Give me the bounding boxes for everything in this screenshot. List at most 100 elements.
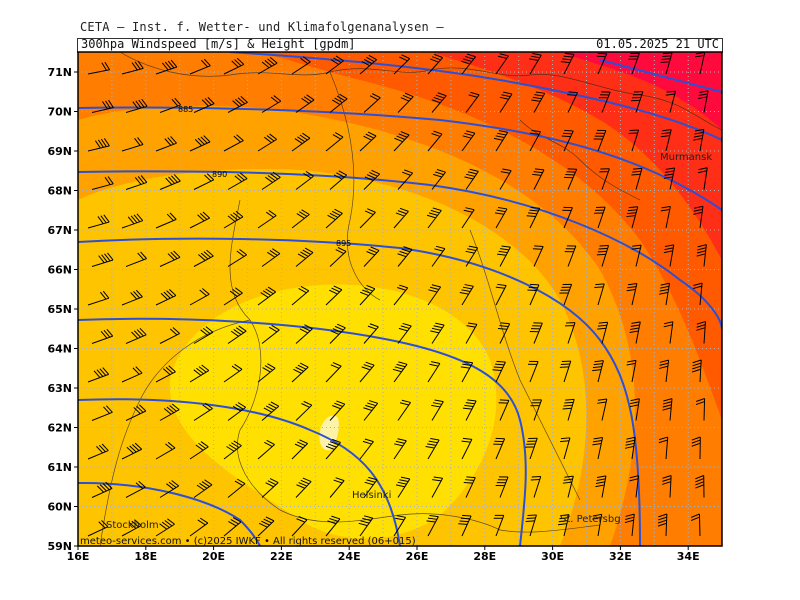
wind-barb-feather — [659, 288, 669, 292]
wind-barb-feather — [164, 520, 173, 527]
wind-barb-staff — [363, 479, 378, 498]
wind-barb-staff — [223, 368, 243, 383]
wind-barb-staff — [427, 210, 442, 229]
wind-barb-feather — [169, 405, 177, 412]
wind-barb-staff — [465, 400, 477, 421]
wind-barb-feather — [564, 475, 574, 478]
wind-barb-staff — [159, 333, 180, 344]
wind-barb-feather — [431, 133, 441, 137]
wind-barb-feather — [270, 401, 279, 407]
wind-barb-feather — [236, 250, 245, 257]
wind-barb-feather — [205, 326, 214, 333]
wind-barb-feather — [334, 402, 343, 407]
wind-barb-feather — [105, 100, 111, 109]
wind-barb — [125, 98, 148, 113]
wind-barb-feather — [662, 478, 672, 482]
wind-barb-staff — [189, 446, 209, 460]
wind-barb-feather — [626, 215, 636, 218]
wind-barb-staff — [699, 129, 705, 152]
wind-barb-feather — [690, 513, 700, 518]
wind-barb-feather — [232, 517, 242, 523]
wind-barb-staff — [257, 520, 275, 537]
wind-barb-feather — [271, 324, 280, 331]
wind-barb-feather — [495, 286, 505, 289]
wind-barb-feather — [492, 369, 502, 371]
wind-barb — [189, 135, 211, 152]
wind-barb-feather — [563, 478, 573, 481]
wind-barb-feather — [595, 481, 605, 485]
wind-barb-feather — [137, 176, 145, 184]
wind-barb-feather — [104, 61, 111, 71]
lat-tick-label: 70N — [47, 106, 72, 119]
wind-barb-staff — [91, 411, 113, 421]
wind-barb-feather — [268, 210, 277, 217]
wind-barb-feather — [232, 100, 240, 107]
wind-barb-feather — [360, 520, 370, 524]
wind-barb-staff — [698, 513, 701, 537]
wind-barb-feather — [433, 476, 443, 479]
wind-barb-staff — [529, 361, 539, 383]
wind-barb-feather — [658, 439, 668, 444]
wind-barb-feather — [428, 212, 438, 216]
wind-barb-feather — [532, 53, 542, 56]
wind-barb-feather — [664, 321, 674, 325]
height-contours — [78, 52, 722, 546]
wind-barb — [291, 362, 309, 383]
wind-barb-feather — [96, 446, 103, 454]
wind-barb — [431, 169, 446, 190]
wind-barb-feather — [338, 170, 347, 176]
speed-band-dark-orange — [78, 52, 722, 546]
wind-barb — [91, 252, 114, 267]
wind-barb-feather — [529, 58, 539, 61]
wind-barb-feather — [693, 211, 703, 215]
wind-barb-feather — [239, 172, 248, 179]
wind-barb-staff — [227, 483, 246, 498]
wind-barb-staff — [533, 93, 546, 113]
wind-barb-feather — [301, 97, 310, 104]
wind-barb-feather — [237, 478, 246, 485]
wind-barb-staff — [121, 67, 144, 75]
wind-barb-staff — [189, 217, 210, 229]
wind-barb-feather — [329, 441, 339, 446]
wind-barb-feather — [331, 515, 341, 520]
wind-barb-feather — [132, 367, 140, 375]
wind-barb-feather — [366, 174, 376, 179]
wind-barb-feather — [230, 330, 239, 337]
wind-barb — [87, 61, 111, 75]
wind-barb-feather — [364, 287, 373, 292]
wind-barb — [91, 99, 114, 113]
wind-barb-feather — [401, 248, 411, 253]
wind-barb-feather — [296, 484, 305, 489]
wind-barb-feather — [691, 442, 701, 447]
wind-barb — [660, 52, 673, 75]
wind-barb-feather — [368, 400, 378, 404]
wind-barb-feather — [173, 174, 181, 182]
wind-barb — [427, 130, 443, 152]
wind-barb-staff — [427, 363, 441, 383]
wind-barb-feather — [395, 484, 405, 488]
wind-barb-feather — [135, 289, 143, 298]
wind-barb-feather — [428, 289, 438, 293]
wind-barb — [125, 327, 147, 344]
wind-barb — [329, 93, 348, 113]
wind-barb-feather — [466, 476, 476, 479]
wind-barb-feather — [434, 171, 444, 176]
wind-barb — [564, 168, 578, 190]
wind-barb-feather — [467, 399, 477, 402]
wind-barb-feather — [268, 403, 277, 409]
wind-barb-feather — [659, 291, 669, 295]
wind-barb-feather — [399, 284, 408, 289]
wind-barb-feather — [266, 439, 275, 445]
wind-barb-feather — [303, 172, 312, 179]
wind-barb-staff — [193, 331, 214, 344]
wind-barb-staff — [189, 141, 211, 152]
wind-barb-feather — [236, 134, 244, 141]
wind-barb-feather — [363, 515, 373, 519]
wind-barb-staff — [359, 135, 377, 152]
wind-barb-feather — [240, 95, 248, 103]
wind-barb-feather — [658, 436, 668, 441]
wind-barb — [193, 173, 215, 190]
wind-barb-staff — [699, 206, 704, 229]
wind-barb-feather — [98, 444, 106, 453]
